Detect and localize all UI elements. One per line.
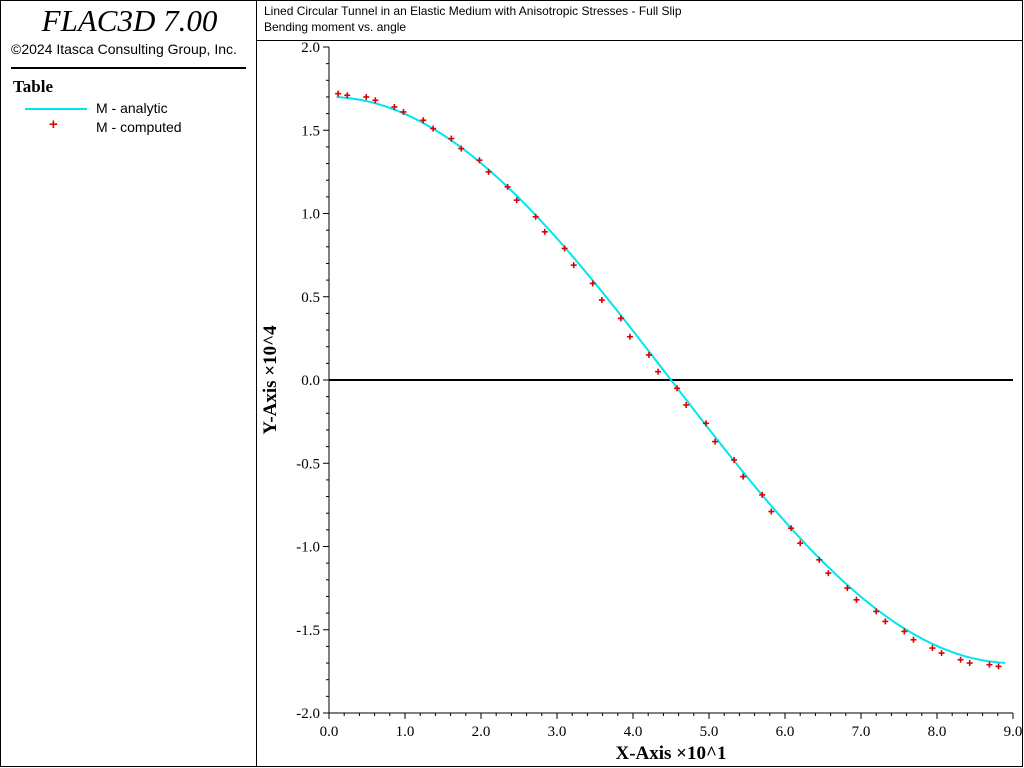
data-point-m-computed xyxy=(617,315,624,322)
y-tick-label: 0.0 xyxy=(301,373,320,389)
legend-label-computed: M - computed xyxy=(96,119,182,135)
data-point-m-computed xyxy=(485,168,492,175)
data-point-m-computed xyxy=(731,456,738,463)
data-point-m-computed xyxy=(372,97,379,104)
data-point-m-computed xyxy=(532,213,539,220)
y-tick-label: 1.5 xyxy=(301,123,320,139)
x-tick-label: 6.0 xyxy=(776,724,795,740)
data-point-m-computed xyxy=(344,92,351,99)
data-point-m-computed xyxy=(674,385,681,392)
data-point-m-computed xyxy=(626,333,633,340)
data-point-m-computed xyxy=(768,508,775,515)
y-tick-label: -0.5 xyxy=(296,456,320,472)
data-point-m-computed xyxy=(598,297,605,304)
data-point-m-computed xyxy=(400,108,407,115)
data-point-m-computed xyxy=(825,570,832,577)
data-point-m-computed xyxy=(645,352,652,359)
legend-item-analytic: M - analytic xyxy=(1,100,251,118)
data-point-m-computed xyxy=(816,556,823,563)
x-tick-label: 0.0 xyxy=(320,724,339,740)
copyright-text: ©2024 Itasca Consulting Group, Inc. xyxy=(11,41,237,57)
y-tick-label: 1.0 xyxy=(301,207,320,223)
data-point-m-computed xyxy=(901,628,908,635)
data-point-m-computed xyxy=(476,157,483,164)
x-tick-label: 4.0 xyxy=(624,724,643,740)
data-point-m-computed xyxy=(430,125,437,132)
data-point-m-computed xyxy=(712,438,719,445)
chart-area: 2.01.51.00.50.0-0.5-1.0-1.5-2.00.0 1.0 2.0… xyxy=(260,40,1023,764)
data-point-m-computed xyxy=(541,228,548,235)
chart-title: Lined Circular Tunnel in an Elastic Medi… xyxy=(264,4,682,18)
data-point-m-computed xyxy=(873,608,880,615)
data-point-m-computed xyxy=(853,596,860,603)
data-point-m-computed xyxy=(335,90,342,97)
x-tick-label: 9.0 xyxy=(1004,724,1023,740)
data-point-m-computed xyxy=(655,368,662,375)
chart-title-panel xyxy=(256,0,1023,41)
legend-item-computed: + M - computed xyxy=(1,116,251,137)
y-tick-label: -2.0 xyxy=(296,706,320,722)
data-point-m-computed xyxy=(740,473,747,480)
y-tick-label: -1.0 xyxy=(296,540,320,556)
legend-panel: FLAC3D 7.00 ©2024 Itasca Consulting Grou… xyxy=(0,0,257,767)
data-point-m-computed xyxy=(448,135,455,142)
x-axis-label: X-Axis ×10^1 xyxy=(615,743,726,764)
legend-separator xyxy=(11,67,246,69)
data-point-m-computed xyxy=(938,650,945,657)
y-tick-label: 0.5 xyxy=(301,290,320,306)
legend-label-analytic: M - analytic xyxy=(96,100,168,116)
x-tick-label: 2.0 xyxy=(472,724,491,740)
data-point-m-computed xyxy=(570,262,577,269)
data-point-m-computed xyxy=(759,491,766,498)
data-point-m-computed xyxy=(966,660,973,667)
x-tick-label: 1.0 xyxy=(396,724,415,740)
data-point-m-computed xyxy=(995,663,1002,670)
data-point-m-computed xyxy=(391,103,398,110)
x-tick-label: 5.0 xyxy=(700,724,719,740)
app-title: FLAC3D 7.00 xyxy=(41,3,218,38)
y-tick-label: 2.0 xyxy=(301,40,320,56)
x-tick-label: 3.0 xyxy=(548,724,567,740)
legend-title: Table xyxy=(13,77,54,96)
y-tick-label: -1.5 xyxy=(296,623,320,639)
data-point-m-computed xyxy=(882,618,889,625)
data-point-m-computed xyxy=(513,197,520,204)
chart-subtitle: Bending moment vs. angle xyxy=(264,20,407,34)
data-point-m-computed xyxy=(929,645,936,652)
data-point-m-computed xyxy=(458,145,465,152)
data-point-m-computed xyxy=(561,245,568,252)
y-axis-label: Y-Axis ×10^4 xyxy=(260,325,281,435)
data-point-m-computed xyxy=(420,117,427,124)
data-point-m-computed xyxy=(788,525,795,532)
data-point-m-computed xyxy=(986,661,993,668)
x-tick-label: 8.0 xyxy=(928,724,947,740)
data-point-m-computed xyxy=(957,656,964,663)
data-point-m-computed xyxy=(504,183,511,190)
data-point-m-computed xyxy=(589,280,596,287)
data-point-m-computed xyxy=(910,636,917,643)
data-point-m-computed xyxy=(844,585,851,592)
data-point-m-computed xyxy=(363,93,370,100)
x-tick-label: 7.0 xyxy=(852,724,871,740)
plus-marker-icon: + xyxy=(49,116,58,133)
series-line-m-analytic xyxy=(336,96,1006,664)
legend-line-swatch xyxy=(25,108,87,110)
data-point-m-computed xyxy=(702,420,709,427)
plot-panel xyxy=(256,40,1023,767)
data-point-m-computed xyxy=(797,540,804,547)
data-point-m-computed xyxy=(683,401,690,408)
